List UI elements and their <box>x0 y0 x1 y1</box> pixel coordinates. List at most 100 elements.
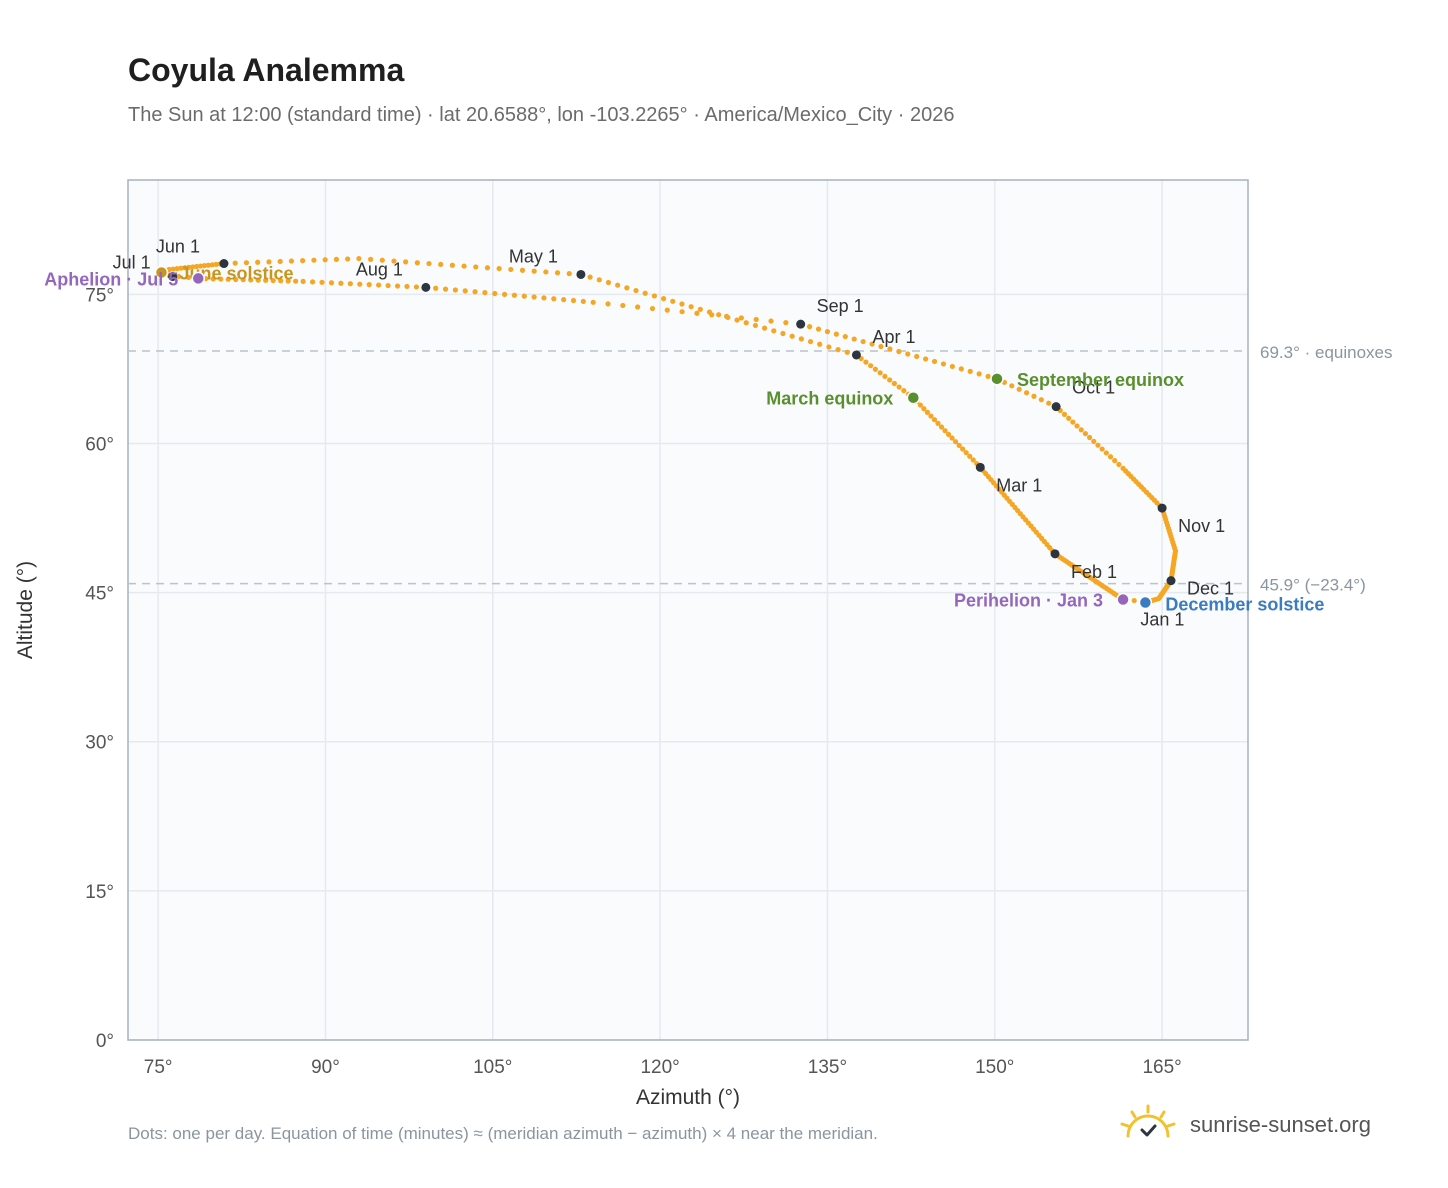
event-label: June solstice <box>179 263 293 283</box>
daily-sun-dot <box>960 446 966 452</box>
event-marker <box>1116 592 1130 607</box>
daily-sun-dot <box>826 344 832 350</box>
daily-sun-dot <box>462 288 468 294</box>
daily-sun-dot <box>860 338 866 345</box>
month-marker <box>1157 503 1167 513</box>
month-marker <box>168 271 178 281</box>
event-label: September equinox <box>1017 370 1184 390</box>
daily-sun-dot <box>293 278 299 284</box>
month-marker-label: Jun 1 <box>156 237 200 257</box>
daily-sun-dot <box>368 256 374 262</box>
y-tick-label: 75° <box>85 285 114 306</box>
daily-sun-dot <box>201 263 208 269</box>
daily-sun-dot <box>197 263 204 269</box>
daily-sun-dot <box>385 282 391 289</box>
daily-sun-dot <box>255 277 261 283</box>
x-tick-label: 75° <box>144 1057 173 1078</box>
daily-sun-dot <box>541 295 547 301</box>
daily-sun-dot <box>1107 454 1114 460</box>
daily-sun-dot <box>414 260 420 266</box>
daily-sun-dot <box>170 266 176 272</box>
month-marker-label: Jul 1 <box>113 252 151 272</box>
x-tick-label: 165° <box>1142 1057 1181 1078</box>
daily-sun-dot <box>492 290 498 297</box>
daily-sun-dot <box>762 325 768 331</box>
daily-sun-dot <box>501 291 508 297</box>
daily-sun-dot <box>949 435 955 441</box>
x-tick-label: 135° <box>808 1057 847 1078</box>
daily-sun-dot <box>1066 415 1072 421</box>
x-tick-label: 150° <box>975 1057 1014 1078</box>
daily-sun-dot <box>945 431 952 437</box>
daily-sun-dot <box>263 277 269 283</box>
daily-sun-dot <box>472 289 478 295</box>
brand-logo[interactable]: sunrise-sunset.org <box>1120 1102 1400 1152</box>
daily-sun-dot <box>311 257 317 263</box>
y-tick-label: 15° <box>85 882 114 903</box>
month-marker-label: May 1 <box>509 246 558 266</box>
daily-sun-dot <box>963 450 969 456</box>
daily-sun-dot <box>940 361 947 367</box>
daily-sun-dot <box>970 457 976 463</box>
daily-sun-dot <box>642 290 648 296</box>
daily-sun-dot <box>605 279 612 286</box>
month-marker-label: Aug 1 <box>356 259 403 279</box>
daily-sun-dot <box>872 366 879 372</box>
daily-sun-dot <box>394 283 401 289</box>
daily-sun-dot <box>917 402 923 408</box>
month-marker-label: Mar 1 <box>996 475 1042 495</box>
y-axis-label: Altitude (°) <box>14 561 37 659</box>
daily-sun-dot <box>835 347 841 353</box>
sunrise-logo-icon <box>1120 1104 1176 1138</box>
month-marker <box>576 269 586 279</box>
daily-sun-dot <box>300 258 306 264</box>
daily-sun-dot <box>1074 423 1080 429</box>
daily-sun-dot <box>887 377 893 383</box>
daily-sun-dot <box>752 322 759 329</box>
daily-sun-dot <box>878 343 884 350</box>
daily-sun-dot <box>379 257 385 263</box>
daily-sun-dot <box>1038 397 1044 403</box>
daily-sun-dot <box>240 277 246 283</box>
daily-sun-dot <box>1086 434 1093 441</box>
daily-sun-dot <box>1082 431 1089 437</box>
brand-name[interactable]: sunrise-sunset.org <box>1190 1112 1371 1137</box>
daily-sun-dot <box>833 331 839 337</box>
chart-subtitle: The Sun at 12:00 (standard time) · lat 2… <box>128 104 955 126</box>
daily-sun-dot <box>844 349 850 355</box>
daily-sun-dot <box>190 264 196 270</box>
daily-sun-dot <box>366 282 372 288</box>
month-marker <box>1050 549 1060 559</box>
daily-sun-dot <box>905 351 911 357</box>
daily-sun-dot <box>1046 400 1052 406</box>
daily-sun-dot <box>967 368 973 374</box>
daily-sun-dot <box>570 297 577 304</box>
daily-sun-dot <box>531 268 537 274</box>
daily-sun-dot <box>1116 461 1122 468</box>
daily-sun-dot <box>789 333 795 339</box>
daily-sun-dot <box>635 304 641 310</box>
daily-sun-dot <box>1061 411 1068 417</box>
daily-sun-dot <box>863 359 869 365</box>
plot-frame <box>127 179 1249 1041</box>
daily-sun-dot <box>716 312 722 318</box>
month-marker <box>219 259 229 269</box>
daily-sun-dot <box>679 309 685 315</box>
daily-sun-dot <box>935 420 941 426</box>
daily-sun-dot <box>266 259 272 265</box>
daily-sun-dot <box>210 276 216 282</box>
daily-sun-dot <box>958 366 964 372</box>
daily-sun-dot <box>277 258 283 265</box>
month-marker <box>796 319 806 329</box>
daily-sun-dot <box>1091 438 1097 444</box>
daily-sun-dot <box>931 358 938 365</box>
daily-sun-dot <box>949 363 955 370</box>
event-marker <box>191 271 206 286</box>
event-label: Perihelion · Jan 3 <box>954 591 1103 611</box>
daily-sun-dot <box>1103 450 1109 456</box>
daily-sun-dot <box>679 301 685 307</box>
month-marker-label: Feb 1 <box>1071 562 1117 582</box>
daily-sun-dot <box>664 307 670 313</box>
daily-sun-dot <box>869 341 875 347</box>
daily-sun-dot <box>182 265 188 271</box>
